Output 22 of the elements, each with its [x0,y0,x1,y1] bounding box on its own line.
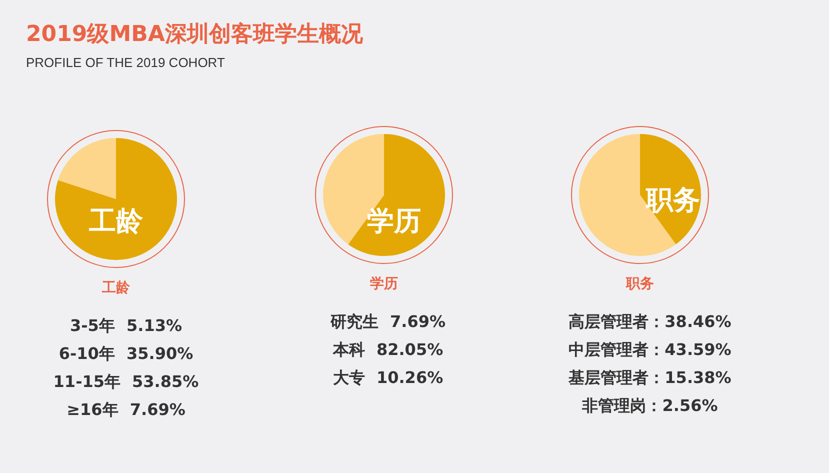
pie-slice [348,134,445,256]
text: 职务 [646,185,700,216]
text: 工龄 [102,280,130,296]
text: 11-15年 53.85% [53,372,199,391]
text: 学历 [367,206,421,237]
text: 本科 82.05% [332,340,444,359]
text: 高层管理者：38.46% [568,312,732,331]
text: 非管理岗：2.56% [582,396,718,415]
text: 研究生 7.69% [330,312,446,331]
text: 6-10年 35.90% [58,344,194,363]
text: 职务 [626,276,654,292]
text: 工龄 [89,206,143,237]
text: 3-5年 5.13% [70,316,182,335]
pie-slice [58,138,116,199]
text: 中层管理者：43.59% [568,340,732,359]
text: 大专 10.26% [332,368,444,387]
text: 学历 [370,276,398,292]
text: 2019级MBA深圳创客班学生概况 [26,20,364,49]
text: ≥16年 7.69% [66,400,186,419]
text: PROFILE OF THE 2019 COHORT [26,54,226,72]
text: 基层管理者：15.38% [568,368,732,387]
pie-slice [55,138,177,260]
